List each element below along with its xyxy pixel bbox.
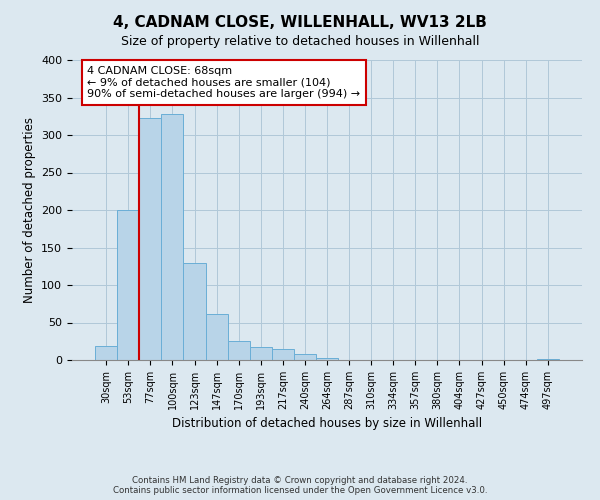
- X-axis label: Distribution of detached houses by size in Willenhall: Distribution of detached houses by size …: [172, 418, 482, 430]
- Y-axis label: Number of detached properties: Number of detached properties: [23, 117, 35, 303]
- Bar: [161, 114, 184, 360]
- Bar: [95, 346, 117, 360]
- Text: 4, CADNAM CLOSE, WILLENHALL, WV13 2LB: 4, CADNAM CLOSE, WILLENHALL, WV13 2LB: [113, 15, 487, 30]
- Bar: [272, 349, 294, 360]
- Bar: [206, 314, 227, 360]
- Bar: [139, 118, 161, 360]
- Bar: [294, 354, 316, 360]
- Text: Size of property relative to detached houses in Willenhall: Size of property relative to detached ho…: [121, 35, 479, 48]
- Bar: [250, 347, 272, 360]
- Bar: [316, 358, 338, 360]
- Text: 4 CADNAM CLOSE: 68sqm
← 9% of detached houses are smaller (104)
90% of semi-deta: 4 CADNAM CLOSE: 68sqm ← 9% of detached h…: [88, 66, 361, 99]
- Bar: [537, 358, 559, 360]
- Bar: [227, 341, 250, 360]
- Bar: [117, 210, 139, 360]
- Text: Contains HM Land Registry data © Crown copyright and database right 2024.
Contai: Contains HM Land Registry data © Crown c…: [113, 476, 487, 495]
- Bar: [184, 262, 206, 360]
